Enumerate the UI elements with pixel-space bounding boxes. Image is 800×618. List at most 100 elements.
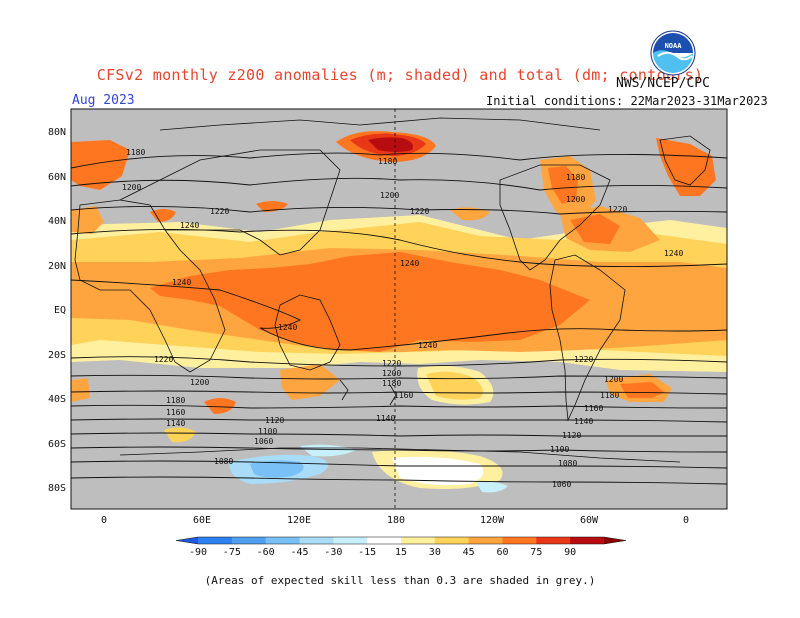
contour-label: 1080 <box>214 457 233 466</box>
anomaly-shade-90 <box>368 137 413 152</box>
lat-label: 60N <box>48 172 66 183</box>
anomaly-shade-60 <box>548 166 578 204</box>
anomaly-shade-60 <box>204 398 236 414</box>
agency-label: NWS/NCEP/CPC <box>616 76 710 91</box>
colorbar-segment <box>502 537 537 544</box>
anomaly-shade-near-zero <box>392 456 484 486</box>
anomaly-shade-30 <box>164 427 196 443</box>
colorbar-tick-label: 75 <box>530 547 542 558</box>
contour-label: 1180 <box>378 157 397 166</box>
noaa-logo-text: NOAA <box>665 42 683 50</box>
latitude-axis: 80N 60N 40N 20N EQ 20S 40S 60S 80S <box>48 127 66 494</box>
lon-label: 60E <box>193 515 211 526</box>
contour-label: 1180 <box>126 148 145 157</box>
contour-label: 1120 <box>265 416 284 425</box>
colorbar-segment <box>570 537 605 544</box>
contour-label: 1180 <box>600 391 619 400</box>
colorbar-tick-label: -60 <box>257 547 275 558</box>
colorbar-tick-label: -15 <box>358 547 376 558</box>
colorbar-tick-label: 15 <box>395 547 407 558</box>
colorbar-segment <box>367 537 402 544</box>
lat-label: EQ <box>54 305 66 316</box>
colorbar-arrow-high <box>604 537 626 544</box>
contour-label: 1220 <box>574 355 593 364</box>
anomaly-shade-60 <box>570 214 620 244</box>
colorbar-arrow-low <box>176 537 198 544</box>
initial-conditions: Initial conditions: 22Mar2023-31Mar2023 <box>486 94 768 108</box>
lat-label: 40N <box>48 216 66 227</box>
contour-label: 1200 <box>566 195 585 204</box>
colorbar-tick-label: -90 <box>189 547 207 558</box>
noaa-logo: NOAA <box>650 30 696 76</box>
contour-label: 1060 <box>254 437 273 446</box>
contour-label: 1160 <box>394 391 413 400</box>
contour-label: 1100 <box>550 445 569 454</box>
colorbar-segment <box>333 537 368 544</box>
colorbar-segment <box>231 537 267 544</box>
anomaly-shade-neg45 <box>250 460 304 478</box>
colorbar-tick-label: -75 <box>223 547 241 558</box>
lon-label: 120W <box>480 515 505 526</box>
contour-label: 1120 <box>562 431 581 440</box>
contour-label: 1140 <box>166 419 185 428</box>
contour-label: 1140 <box>574 417 593 426</box>
anomaly-shade-60 <box>150 209 176 222</box>
contour-label: 1220 <box>154 355 173 364</box>
anomaly-shade-60 <box>656 138 716 196</box>
colorbar-segment <box>198 537 233 544</box>
lat-label: 80S <box>48 483 66 494</box>
lat-label: 60S <box>48 439 66 450</box>
contour-label: 1220 <box>382 359 401 368</box>
forecast-month: Aug 2023 <box>72 93 135 108</box>
contour-label: 1240 <box>664 249 683 258</box>
colorbar-segment <box>536 537 571 544</box>
anomaly-shade-60 <box>620 382 664 398</box>
contour-label: 1220 <box>210 207 229 216</box>
colorbar-segment <box>265 537 300 544</box>
colorbar-tick-label: 60 <box>496 547 508 558</box>
lon-label: 180 <box>387 515 405 526</box>
map-frame <box>70 108 728 510</box>
contour-label: 1220 <box>410 207 429 216</box>
contour-label: 1240 <box>400 259 419 268</box>
contour-labels: 1180 1200 1220 1240 1240 1240 1220 1200 … <box>122 148 683 489</box>
contour-label: 1200 <box>190 378 209 387</box>
contour-label: 1240 <box>418 341 437 350</box>
map-plot-area <box>71 109 727 509</box>
contour-label: 1240 <box>180 221 199 230</box>
anomaly-shade-45 <box>71 378 90 402</box>
contour-label: 1140 <box>376 414 395 423</box>
anomaly-shade-60 <box>150 252 590 352</box>
contour-label: 1200 <box>382 369 401 378</box>
map-title: CFSv2 monthly z200 anomalies (m; shaded)… <box>96 66 704 84</box>
colorbar-tick-label: 90 <box>564 547 576 558</box>
coastlines <box>74 117 711 463</box>
contour-label: 1060 <box>552 480 571 489</box>
lon-label: 0 <box>101 515 107 526</box>
contour-label: 1180 <box>382 379 401 388</box>
colorbar-tick-label: 30 <box>429 547 441 558</box>
height-contours <box>71 152 727 485</box>
lat-label: 40S <box>48 394 66 405</box>
colorbar-tick-label: -45 <box>290 547 308 558</box>
anomaly-shade-neg15 <box>300 444 356 457</box>
lon-label: 60W <box>580 515 599 526</box>
contour-label: 1160 <box>166 408 185 417</box>
lat-label: 20S <box>48 350 66 361</box>
contour-label: 1180 <box>166 396 185 405</box>
contour-label: 1240 <box>172 278 191 287</box>
contour-label: 1100 <box>258 427 277 436</box>
anomaly-shade-neg15 <box>476 481 508 493</box>
lat-label: 20N <box>48 261 66 272</box>
contour-label: 1200 <box>604 375 623 384</box>
lat-label: 80N <box>48 127 66 138</box>
contour-label: 1200 <box>122 183 141 192</box>
anomaly-shade-45 <box>450 207 490 221</box>
colorbar-tick-label: 45 <box>463 547 475 558</box>
colorbar-outline <box>175 536 627 545</box>
anomaly-shade-60 <box>71 140 130 190</box>
colorbar-tick-label: -30 <box>324 547 342 558</box>
colorbar-segment <box>468 537 503 544</box>
lon-label: 0 <box>683 515 689 526</box>
